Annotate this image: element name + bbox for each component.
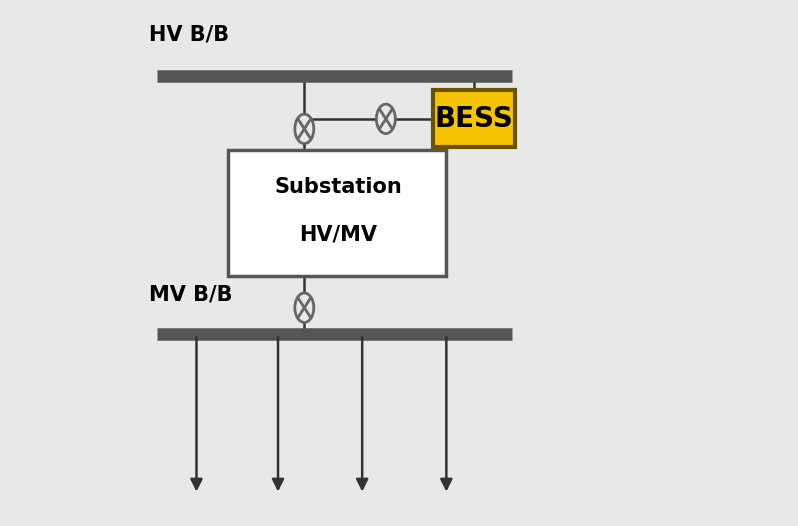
Text: HV B/B: HV B/B (149, 24, 229, 44)
Text: MV B/B: MV B/B (149, 285, 233, 305)
Bar (228, 150, 446, 276)
Ellipse shape (294, 114, 314, 144)
Text: HV/MV: HV/MV (299, 224, 377, 244)
Text: Substation: Substation (275, 177, 402, 197)
Ellipse shape (294, 293, 314, 322)
Text: BESS: BESS (435, 105, 514, 133)
Bar (433, 90, 515, 147)
Ellipse shape (377, 104, 395, 134)
